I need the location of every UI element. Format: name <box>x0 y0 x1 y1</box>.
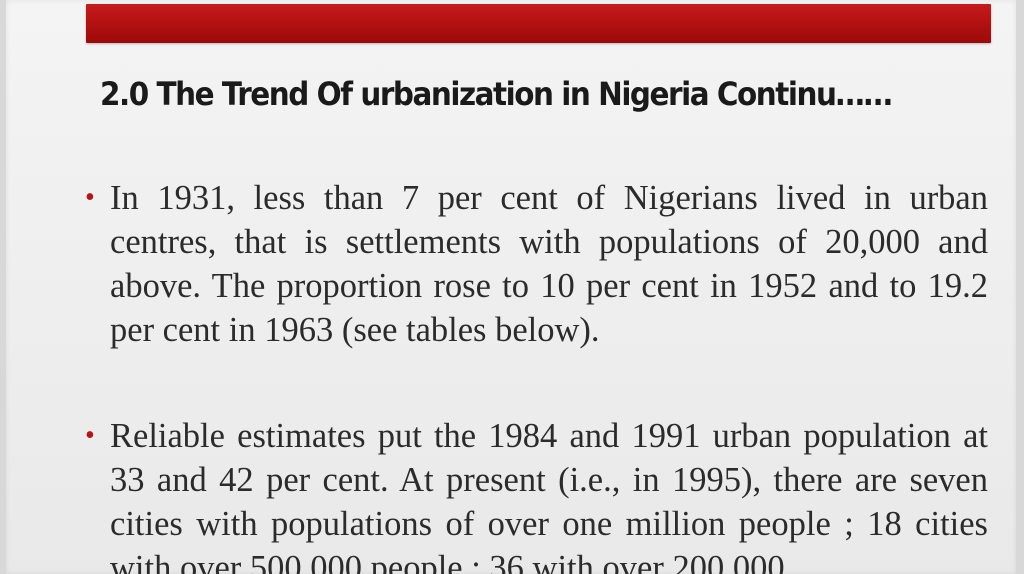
bullet-dot-icon: • <box>85 420 95 451</box>
slide-title: 2.0 The Trend Of urbanization in Nigeria… <box>100 75 893 113</box>
bullet-dot-icon: • <box>85 182 95 213</box>
bullet-item: • Reliable estimates put the 1984 and 19… <box>82 414 988 574</box>
bullet-text: In 1931, less than 7 per cent of Nigeria… <box>110 179 988 349</box>
bullet-item: • In 1931, less than 7 per cent of Niger… <box>82 176 988 352</box>
slide: 2.0 The Trend Of urbanization in Nigeria… <box>6 0 1016 574</box>
bullet-text: Reliable estimates put the 1984 and 1991… <box>110 417 988 574</box>
accent-bar <box>86 4 991 43</box>
bullet-list: • In 1931, less than 7 per cent of Niger… <box>82 176 988 574</box>
